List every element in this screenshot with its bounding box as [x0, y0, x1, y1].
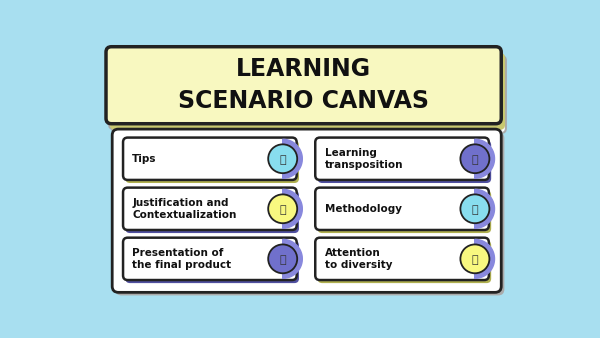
Text: 👋: 👋 — [280, 255, 286, 265]
Circle shape — [460, 244, 490, 273]
Text: Tips: Tips — [133, 154, 157, 164]
Text: Attention
to diversity: Attention to diversity — [325, 248, 392, 270]
FancyBboxPatch shape — [112, 129, 501, 292]
FancyBboxPatch shape — [123, 188, 296, 230]
FancyBboxPatch shape — [123, 238, 296, 280]
FancyBboxPatch shape — [125, 191, 299, 233]
FancyBboxPatch shape — [317, 141, 491, 183]
FancyBboxPatch shape — [115, 132, 505, 295]
FancyBboxPatch shape — [315, 138, 489, 180]
Text: Learning
transposition: Learning transposition — [325, 148, 403, 170]
Text: LEARNING
SCENARIO CANVAS: LEARNING SCENARIO CANVAS — [178, 57, 429, 113]
FancyBboxPatch shape — [106, 47, 501, 124]
Circle shape — [268, 244, 297, 273]
Circle shape — [460, 144, 490, 173]
FancyBboxPatch shape — [315, 188, 489, 230]
Text: Justification and
Contextualization: Justification and Contextualization — [133, 198, 237, 220]
Text: 👋: 👋 — [472, 154, 478, 165]
FancyBboxPatch shape — [112, 56, 506, 133]
Polygon shape — [283, 189, 302, 228]
Polygon shape — [283, 139, 302, 178]
FancyBboxPatch shape — [125, 241, 299, 283]
Polygon shape — [283, 239, 302, 278]
FancyBboxPatch shape — [315, 238, 489, 280]
Text: Presentation of
the final product: Presentation of the final product — [133, 248, 232, 270]
Text: Methodology: Methodology — [325, 204, 401, 214]
FancyBboxPatch shape — [109, 52, 503, 129]
Polygon shape — [475, 189, 494, 228]
Text: 👋: 👋 — [472, 204, 478, 215]
FancyBboxPatch shape — [123, 138, 296, 180]
Circle shape — [460, 194, 490, 223]
Text: 👋: 👋 — [280, 204, 286, 215]
Text: 👋: 👋 — [280, 154, 286, 165]
FancyBboxPatch shape — [110, 53, 505, 130]
FancyBboxPatch shape — [317, 191, 491, 233]
Polygon shape — [475, 239, 494, 278]
Polygon shape — [475, 139, 494, 178]
Text: 👋: 👋 — [472, 255, 478, 265]
Circle shape — [268, 144, 297, 173]
Circle shape — [268, 194, 297, 223]
FancyBboxPatch shape — [317, 241, 491, 283]
FancyBboxPatch shape — [125, 141, 299, 183]
